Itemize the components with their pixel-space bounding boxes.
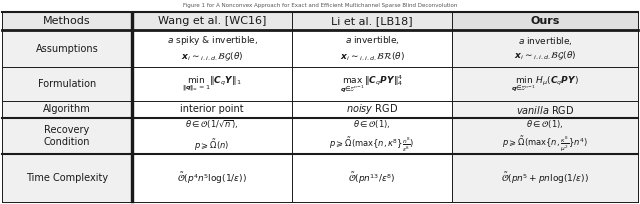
Text: Methods: Methods xyxy=(43,16,91,26)
Bar xyxy=(2,67,132,101)
Bar xyxy=(2,12,132,30)
Text: Ours: Ours xyxy=(531,16,560,26)
Text: $a$ spiky & invertible,
$\boldsymbol{x}_i \sim_{i.i.d.} \mathcal{BG}(\theta)$: $a$ spiky & invertible, $\boldsymbol{x}_… xyxy=(166,34,257,63)
Bar xyxy=(132,12,292,30)
Text: $\max_{\boldsymbol{q}\in\mathbb{S}^{n-1}} \|\boldsymbol{C}_q\boldsymbol{P}\bolds: $\max_{\boldsymbol{q}\in\mathbb{S}^{n-1}… xyxy=(340,74,404,94)
Text: $a$ invertible,
$\boldsymbol{x}_i \sim_{i.i.d.} \mathcal{BR}(\theta)$: $a$ invertible, $\boldsymbol{x}_i \sim_{… xyxy=(340,34,404,63)
Bar xyxy=(452,30,638,67)
Bar xyxy=(2,154,132,202)
Text: Recovery
Condition: Recovery Condition xyxy=(44,125,90,147)
Text: $\theta \in \mathcal{O}(1),$
$p \geqslant \tilde{\Omega}(\max\{n,\frac{\kappa^8}: $\theta \in \mathcal{O}(1),$ $p \geqslan… xyxy=(502,118,588,154)
Text: $\theta \in \mathcal{O}(1),$
$p \geqslant \tilde{\Omega}(\max\{n,\kappa^8\}\frac: $\theta \in \mathcal{O}(1),$ $p \geqslan… xyxy=(329,118,415,154)
Text: $\tilde{\mathcal{O}}(p^4n^5\log(1/\varepsilon))$: $\tilde{\mathcal{O}}(p^4n^5\log(1/\varep… xyxy=(177,170,247,186)
Text: $\min_{\|\boldsymbol{q}\|_\infty=1} \|\boldsymbol{C}_q\boldsymbol{Y}\|_1$: $\min_{\|\boldsymbol{q}\|_\infty=1} \|\b… xyxy=(182,74,242,94)
Text: Figure 1 for A Nonconvex Approach for Exact and Efficient Multichannel Sparse Bl: Figure 1 for A Nonconvex Approach for Ex… xyxy=(183,3,457,9)
Bar xyxy=(452,12,638,30)
Text: $\tilde{\mathcal{O}}(pn^{13}/\varepsilon^8)$: $\tilde{\mathcal{O}}(pn^{13}/\varepsilon… xyxy=(348,170,396,186)
Text: Li et al. [LB18]: Li et al. [LB18] xyxy=(331,16,413,26)
Bar xyxy=(292,12,452,30)
Bar xyxy=(452,154,638,202)
Bar xyxy=(2,30,132,67)
Text: $a$ invertible,
$\boldsymbol{x}_i \sim_{i.i.d.} \mathcal{BG}(\theta)$: $a$ invertible, $\boldsymbol{x}_i \sim_{… xyxy=(514,35,576,62)
Bar xyxy=(2,118,132,154)
Text: $\min_{\boldsymbol{q}\in\mathbb{S}^{n-1}} H_\mu(\boldsymbol{C}_q\boldsymbol{P}\b: $\min_{\boldsymbol{q}\in\mathbb{S}^{n-1}… xyxy=(511,74,579,94)
Text: $\it{vanilla}$ RGD: $\it{vanilla}$ RGD xyxy=(516,103,574,115)
Bar xyxy=(2,101,132,118)
Bar xyxy=(452,118,638,154)
Text: Time Complexity: Time Complexity xyxy=(26,173,108,183)
Text: Algorithm: Algorithm xyxy=(43,104,91,114)
Text: interior point: interior point xyxy=(180,104,244,114)
Text: Formulation: Formulation xyxy=(38,79,96,89)
Text: Assumptions: Assumptions xyxy=(36,43,99,53)
Text: $\theta \in \mathcal{O}(1/\sqrt{n}),$
$p \geqslant \tilde{\Omega}(n)$: $\theta \in \mathcal{O}(1/\sqrt{n}),$ $p… xyxy=(186,119,239,153)
Text: Wang et al. [WC16]: Wang et al. [WC16] xyxy=(158,16,266,26)
Text: $\tilde{\mathcal{O}}(pn^5+pn\log(1/\varepsilon))$: $\tilde{\mathcal{O}}(pn^5+pn\log(1/\vare… xyxy=(501,170,589,186)
Bar xyxy=(452,101,638,118)
Text: $\it{noisy}$ RGD: $\it{noisy}$ RGD xyxy=(346,102,398,116)
Bar xyxy=(452,67,638,101)
